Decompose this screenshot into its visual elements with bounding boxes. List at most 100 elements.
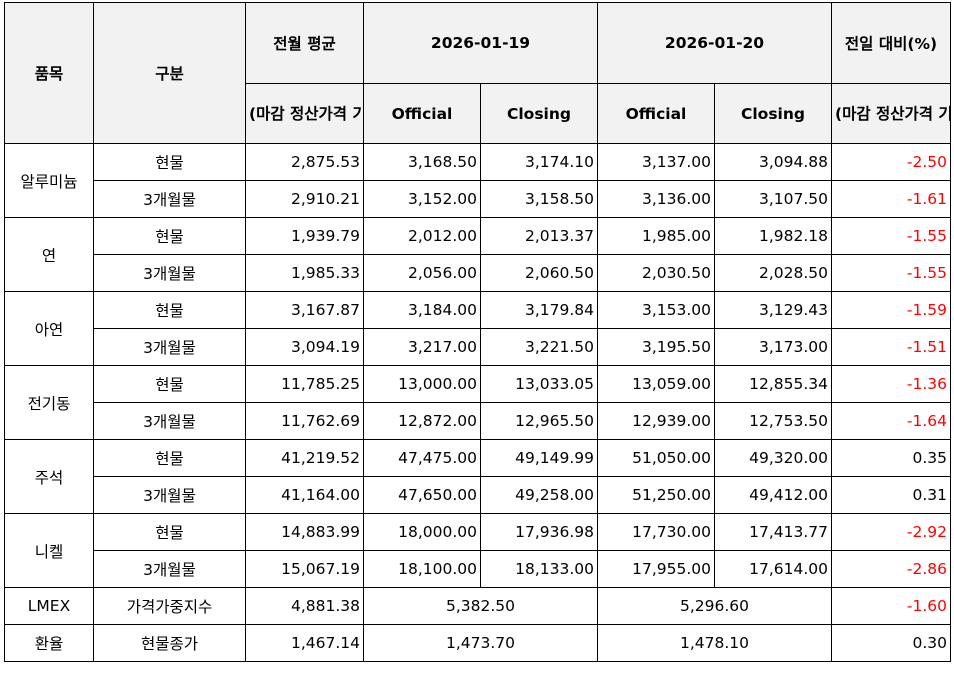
change-cell: -1.61 — [831, 180, 951, 218]
date2-official-cell: 3,137.00 — [597, 143, 715, 181]
header-date2-closing: Closing — [714, 83, 832, 144]
date1-closing-cell: 49,258.00 — [480, 476, 598, 514]
date1-official-cell: 3,152.00 — [363, 180, 481, 218]
table-row: 아연 현물 3,167.87 3,184.00 3,179.84 3,153.00 3,12… — [4, 291, 951, 366]
date1-official-cell: 3,217.00 — [363, 328, 481, 366]
date2-official-cell: 3,136.00 — [597, 180, 715, 218]
date2-closing-cell: 3,107.50 — [714, 180, 832, 218]
prev-month-avg-cell: 3,167.87 — [245, 291, 364, 329]
table-row: 전기동 현물 11,785.25 13,000.00 13,033.05 13,059.0… — [4, 365, 951, 440]
date2-official-cell: 17,730.00 — [597, 513, 715, 551]
kind-cell: 현물 — [93, 439, 246, 477]
prev-month-avg-cell: 14,883.99 — [245, 513, 364, 551]
date2-official-cell: 17,955.00 — [597, 550, 715, 588]
change-cell: -2.86 — [831, 550, 951, 588]
table-row: 3개월물 11,762.69 12,872.00 12,965.50 12,939.00… — [5, 402, 951, 440]
date2-closing-cell: 17,413.77 — [714, 513, 832, 551]
date2-official-cell: 51,250.00 — [597, 476, 715, 514]
date1-closing-cell: 2,060.50 — [480, 254, 598, 292]
prev-month-avg-cell: 3,094.19 — [245, 328, 364, 366]
prev-month-avg-cell: 1,939.79 — [245, 217, 364, 255]
header-date1-official: Official — [363, 83, 481, 144]
date2-closing-cell: 49,320.00 — [714, 439, 832, 477]
table-row: 알루미늄 현물 2,875.53 3,168.50 3,174.10 3,137.00 3,… — [4, 143, 951, 218]
date2-value-cell: 1,478.10 — [597, 624, 832, 662]
header-prev-month-avg: 전월 평균 — [245, 2, 364, 84]
date1-official-cell: 3,168.50 — [363, 143, 481, 181]
prev-month-avg-cell: 1,467.14 — [245, 624, 364, 662]
change-cell: -1.51 — [831, 328, 951, 366]
date1-closing-cell: 12,965.50 — [480, 402, 598, 440]
header-kind: 구분 — [93, 2, 246, 144]
kind-cell: 3개월물 — [93, 476, 246, 514]
table-row: 니켈 현물 14,883.99 18,000.00 17,936.98 17,730.00… — [4, 513, 951, 588]
date2-closing-cell: 3,173.00 — [714, 328, 832, 366]
kind-cell: 현물 — [93, 143, 246, 181]
change-cell: -1.55 — [831, 254, 951, 292]
date2-closing-cell: 3,094.88 — [714, 143, 832, 181]
kind-cell: 현물 — [93, 217, 246, 255]
date1-official-cell: 3,184.00 — [363, 291, 481, 329]
prev-month-avg-cell: 1,985.33 — [245, 254, 364, 292]
header-change: 전일 대비(%) — [831, 2, 951, 84]
change-cell: 0.35 — [831, 439, 951, 477]
change-cell: -2.92 — [831, 513, 951, 551]
item-name: 알루미늄 — [4, 143, 94, 218]
date2-official-cell: 13,059.00 — [597, 365, 715, 403]
item-name: 전기동 — [4, 365, 94, 440]
header-prev-month-avg-note: (마감 정산가격 기준) — [245, 83, 364, 144]
table-body: 알루미늄 현물 2,875.53 3,168.50 3,174.10 3,137.00 3,… — [4, 143, 951, 662]
date2-official-cell: 3,195.50 — [597, 328, 715, 366]
kind-cell: 3개월물 — [93, 254, 246, 292]
change-cell: -1.59 — [831, 291, 951, 329]
item-name: 환율 — [4, 624, 94, 662]
date1-closing-cell: 2,013.37 — [480, 217, 598, 255]
change-cell: 0.31 — [831, 476, 951, 514]
date2-closing-cell: 12,855.34 — [714, 365, 832, 403]
date2-value-cell: 5,296.60 — [597, 587, 832, 625]
date2-closing-cell: 2,028.50 — [714, 254, 832, 292]
date1-closing-cell: 17,936.98 — [480, 513, 598, 551]
prev-month-avg-cell: 41,219.52 — [245, 439, 364, 477]
date1-closing-cell: 3,158.50 — [480, 180, 598, 218]
prev-month-avg-cell: 2,910.21 — [245, 180, 364, 218]
date2-closing-cell: 1,982.18 — [714, 217, 832, 255]
date1-official-cell: 47,475.00 — [363, 439, 481, 477]
table-row: 연 현물 1,939.79 2,012.00 2,013.37 1,985.00 1,982… — [4, 217, 951, 292]
header-date2-official: Official — [597, 83, 715, 144]
date2-official-cell: 1,985.00 — [597, 217, 715, 255]
date1-official-cell: 2,012.00 — [363, 217, 481, 255]
prev-month-avg-cell: 41,164.00 — [245, 476, 364, 514]
lme-price-table: 품목 구분 전월 평균 2026-01-19 2026-01-20 전일 대비(… — [4, 2, 951, 662]
date2-official-cell: 3,153.00 — [597, 291, 715, 329]
kind-cell: 현물 — [93, 291, 246, 329]
date2-closing-cell: 12,753.50 — [714, 402, 832, 440]
date1-closing-cell: 13,033.05 — [480, 365, 598, 403]
date2-official-cell: 51,050.00 — [597, 439, 715, 477]
date2-closing-cell: 3,129.43 — [714, 291, 832, 329]
date1-closing-cell: 3,221.50 — [480, 328, 598, 366]
prev-month-avg-cell: 2,875.53 — [245, 143, 364, 181]
header-change-note: (마감 정산가격 기준) — [831, 83, 951, 144]
date1-closing-cell: 18,133.00 — [480, 550, 598, 588]
kind-cell: 현물 — [93, 365, 246, 403]
item-name: 연 — [4, 217, 94, 292]
table-row: LMEX 가격가중지수 4,881.38 5,382.50 5,296.60 -1.60 — [4, 587, 951, 625]
kind-cell: 현물 — [93, 513, 246, 551]
prev-month-avg-cell: 11,762.69 — [245, 402, 364, 440]
date2-closing-cell: 17,614.00 — [714, 550, 832, 588]
header-date1-closing: Closing — [480, 83, 598, 144]
prev-month-avg-cell: 11,785.25 — [245, 365, 364, 403]
date1-value-cell: 5,382.50 — [363, 587, 598, 625]
change-cell: -1.64 — [831, 402, 951, 440]
date1-official-cell: 18,000.00 — [363, 513, 481, 551]
change-cell: -1.36 — [831, 365, 951, 403]
kind-cell: 3개월물 — [93, 402, 246, 440]
change-cell: -2.50 — [831, 143, 951, 181]
change-cell: -1.55 — [831, 217, 951, 255]
date1-closing-cell: 49,149.99 — [480, 439, 598, 477]
change-cell: 0.30 — [831, 624, 951, 662]
date2-closing-cell: 49,412.00 — [714, 476, 832, 514]
table-row: 3개월물 41,164.00 47,650.00 49,258.00 51,250.00… — [5, 476, 951, 514]
item-name: 주석 — [4, 439, 94, 514]
